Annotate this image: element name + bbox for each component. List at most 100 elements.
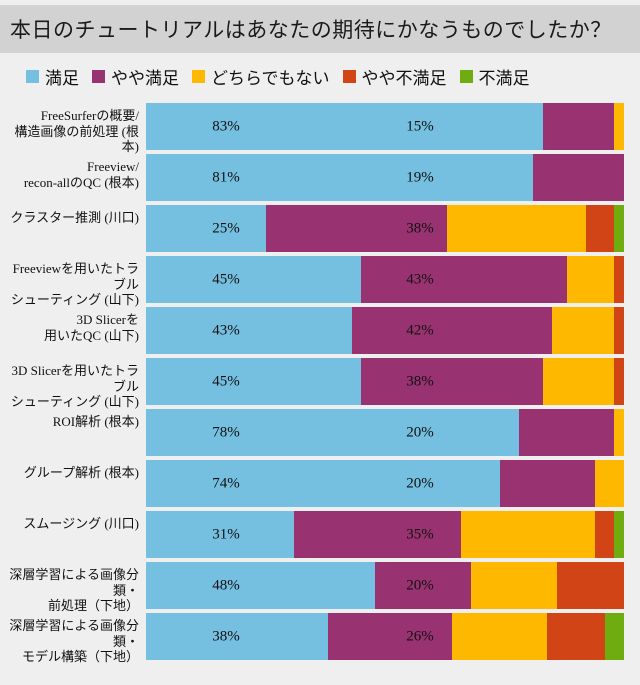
- row-label: Freeviewを用いたトラブル シューティング (山下): [10, 261, 139, 307]
- bar-segment-somewhat-satisfied: [351, 307, 553, 354]
- value-label-somewhat-satisfied: 26%: [406, 628, 434, 644]
- legend-item-satisfied: 満足: [26, 64, 79, 89]
- bar-segment-somewhat-dissatisfied: [614, 358, 624, 405]
- bar-segment-somewhat-satisfied: [375, 562, 472, 609]
- category-row: Freeview/ recon-allのQC (根本) 81% 19%: [0, 154, 640, 201]
- bar-track: 45% 43%: [146, 256, 624, 303]
- bar-segment-somewhat-satisfied: [533, 154, 624, 201]
- value-label-satisfied: 81%: [212, 169, 240, 185]
- bar-segment-neutral: [614, 409, 624, 456]
- row-label: グループ解析 (根本): [23, 465, 139, 480]
- category-row: FreeSurferの概要/ 構造画像の前処理 (根本) 83% 15%: [0, 103, 640, 154]
- bar-segment-somewhat-satisfied: [265, 205, 448, 252]
- bar-segment-satisfied: [146, 307, 352, 354]
- bar-track: 78% 20%: [146, 409, 624, 456]
- legend-label: 満足: [45, 68, 79, 88]
- category-row: スムージング (川口) 31% 35%: [0, 511, 640, 558]
- bar-segment-somewhat-satisfied: [518, 409, 615, 456]
- row-label: 深層学習による画像分類・ モデル構築（下地）: [9, 618, 139, 664]
- category-row: 深層学習による画像分類・ モデル構築（下地） 38% 26%: [0, 613, 640, 664]
- bar-segment-satisfied: [146, 103, 543, 150]
- bar-segment-neutral: [552, 307, 615, 354]
- bar-segment-somewhat-dissatisfied: [557, 562, 624, 609]
- value-label-somewhat-satisfied: 43%: [406, 271, 434, 287]
- value-label-satisfied: 43%: [212, 322, 240, 338]
- value-label-satisfied: 45%: [212, 373, 240, 389]
- category-row: 深層学習による画像分類・ 前処理（下地） 48% 20%: [0, 562, 640, 613]
- legend-item-dissatisfied: 不満足: [459, 64, 530, 89]
- bar-segment-neutral: [614, 103, 624, 150]
- bar-segment-somewhat-satisfied: [361, 256, 567, 303]
- bar-segment-neutral: [471, 562, 558, 609]
- page-title: 本日のチュートリアルはあなたの期待にかなうものでしたか？: [10, 18, 612, 42]
- bar-track: 81% 19%: [146, 154, 624, 201]
- value-label-somewhat-satisfied: 20%: [406, 475, 434, 491]
- bar-segment-somewhat-satisfied: [361, 358, 543, 405]
- legend-swatch-somewhat-satisfied: [92, 69, 105, 83]
- legend-swatch-satisfied: [26, 69, 39, 83]
- bar-segment-neutral: [566, 256, 615, 303]
- legend-item-neutral: どちらでもない: [192, 64, 330, 89]
- row-label: スムージング (川口): [23, 516, 139, 531]
- bar-segment-somewhat-satisfied: [542, 103, 615, 150]
- value-label-satisfied: 38%: [212, 628, 240, 644]
- stacked-bar-chart: FreeSurferの概要/ 構造画像の前処理 (根本) 83% 15% Freevi…: [0, 103, 640, 664]
- value-label-satisfied: 83%: [212, 118, 240, 134]
- value-label-somewhat-satisfied: 15%: [406, 118, 434, 134]
- bar-track: 45% 38%: [146, 358, 624, 405]
- bar-segment-somewhat-satisfied: [294, 511, 462, 558]
- bar-segment-somewhat-satisfied: [327, 613, 452, 660]
- row-label: FreeSurferの概要/ 構造画像の前処理 (根本): [14, 108, 139, 154]
- bar-track: 74% 20%: [146, 460, 624, 507]
- category-row: 3D Slicerを 用いたQC (山下) 43% 42%: [0, 307, 640, 354]
- bar-segment-neutral: [447, 205, 586, 252]
- bar-segment-dissatisfied: [614, 205, 624, 252]
- bar-segment-satisfied: [146, 358, 362, 405]
- title-bar: 本日のチュートリアルはあなたの期待にかなうものでしたか？: [0, 5, 640, 53]
- category-row: 3D Slicerを用いたトラブル シューティング (山下) 45% 38%: [0, 358, 640, 409]
- bar-segment-somewhat-dissatisfied: [614, 256, 624, 303]
- value-label-satisfied: 25%: [212, 220, 240, 236]
- bar-segment-satisfied: [146, 154, 534, 201]
- row-label: ROI解析 (根本): [52, 414, 139, 429]
- bar-segment-dissatisfied: [604, 613, 624, 660]
- legend-label: やや不満足: [361, 68, 447, 88]
- bar-segment-somewhat-dissatisfied: [614, 307, 624, 354]
- bar-segment-neutral: [451, 613, 548, 660]
- value-label-somewhat-satisfied: 19%: [406, 169, 434, 185]
- bar-segment-satisfied: [146, 409, 519, 456]
- bar-track: 25% 38%: [146, 205, 624, 252]
- row-label: 深層学習による画像分類・ 前処理（下地）: [9, 567, 139, 613]
- value-label-somewhat-satisfied: 35%: [406, 526, 434, 542]
- bar-track: 38% 26%: [146, 613, 624, 660]
- value-label-satisfied: 48%: [212, 577, 240, 593]
- bar-segment-satisfied: [146, 511, 295, 558]
- value-label-somewhat-satisfied: 38%: [406, 373, 434, 389]
- value-label-satisfied: 31%: [212, 526, 240, 542]
- bar-track: 83% 15%: [146, 103, 624, 150]
- bar-track: 48% 20%: [146, 562, 624, 609]
- bar-segment-satisfied: [146, 205, 266, 252]
- legend-item-somewhat-dissatisfied: やや不満足: [342, 64, 447, 89]
- bar-track: 31% 35%: [146, 511, 624, 558]
- value-label-satisfied: 74%: [212, 475, 240, 491]
- legend-item-somewhat-satisfied: やや満足: [92, 64, 179, 89]
- legend-swatch-neutral: [192, 69, 205, 83]
- bar-segment-somewhat-dissatisfied: [585, 205, 615, 252]
- legend-label: やや満足: [111, 68, 179, 88]
- category-row: グループ解析 (根本) 74% 20%: [0, 460, 640, 507]
- legend-label: 不満足: [478, 68, 530, 88]
- row-label: クラスター推測 (川口): [10, 210, 139, 225]
- bar-segment-satisfied: [146, 256, 362, 303]
- bar-segment-neutral: [542, 358, 615, 405]
- bar-segment-satisfied: [146, 460, 500, 507]
- bar-segment-dissatisfied: [614, 511, 624, 558]
- bar-segment-somewhat-dissatisfied: [595, 511, 615, 558]
- row-label: 3D Slicerを用いたトラブル シューティング (山下): [10, 363, 139, 409]
- legend-swatch-somewhat-dissatisfied: [342, 69, 356, 83]
- value-label-somewhat-satisfied: 42%: [406, 322, 434, 338]
- bar-segment-satisfied: [146, 562, 376, 609]
- legend-label: どちらでもない: [211, 68, 330, 88]
- bar-segment-neutral: [461, 511, 596, 558]
- row-label: Freeview/ recon-allのQC (根本): [23, 159, 139, 190]
